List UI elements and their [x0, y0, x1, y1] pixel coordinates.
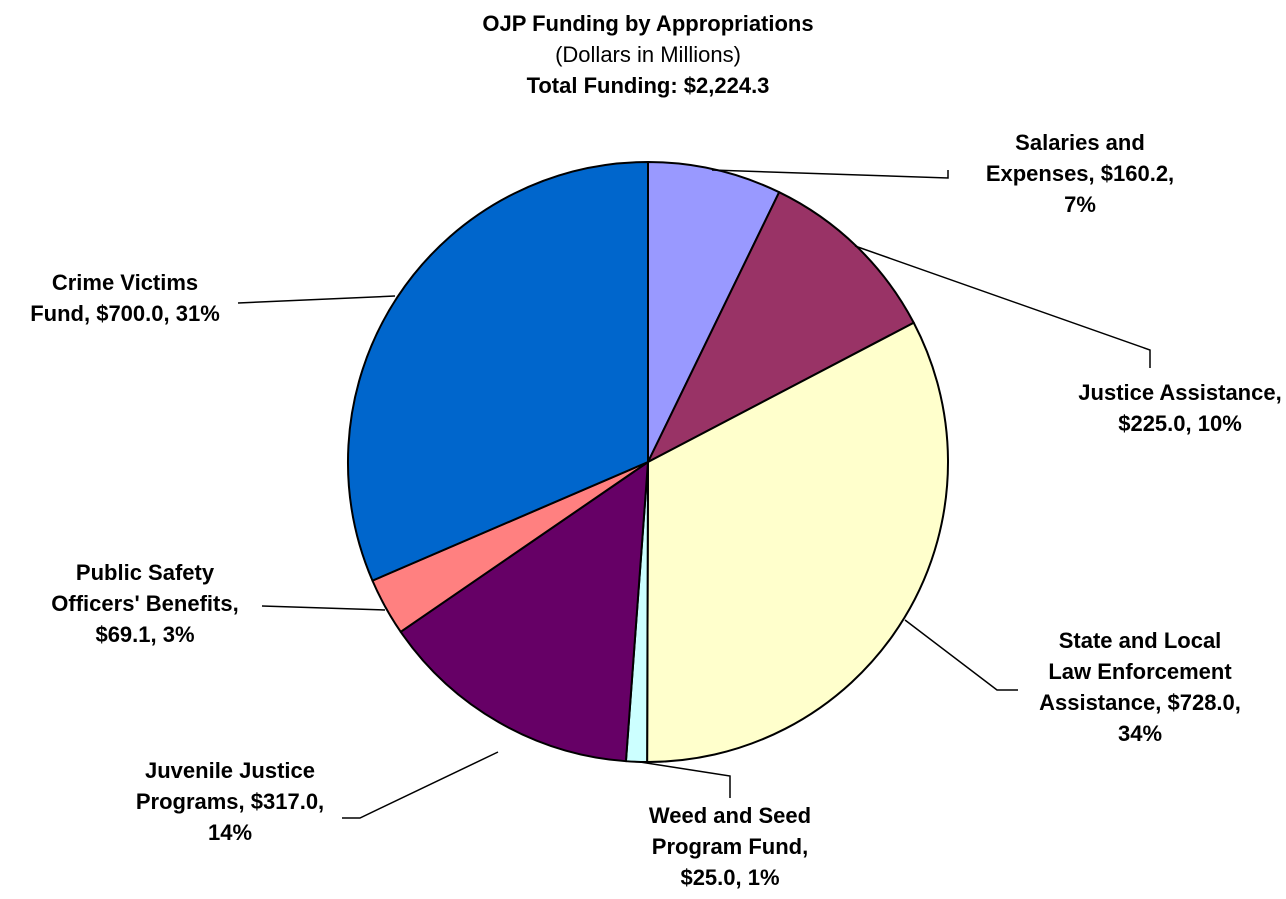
slice-label-line: $69.1, 3% — [95, 622, 194, 647]
pie-slice-state-and-local-law-enforcement-assistance — [646, 321, 950, 764]
slice-label-line: Crime Victims — [52, 270, 198, 295]
slice-label-line: Law Enforcement — [1048, 659, 1232, 684]
pie-slice-crime-victims-fund — [347, 161, 649, 582]
chart-title: OJP Funding by Appropriations — [482, 11, 814, 36]
slice-labels: Salaries and Expenses, $160.2, 7% Justice A… — [30, 130, 1281, 890]
leader-line-juvenile-justice-programs — [342, 751, 499, 819]
slice-label-line: Salaries and — [1015, 130, 1145, 155]
slice-label-line: Expenses, $160.2, — [986, 161, 1174, 186]
leader-line-salaries-and-expenses — [711, 169, 949, 179]
slice-label-line: Programs, $317.0, — [136, 789, 324, 814]
slice-label-line: Juvenile Justice — [145, 758, 315, 783]
slice-label-line: $225.0, 10% — [1118, 411, 1242, 436]
leader-line-public-safety-officers-benefits — [261, 605, 386, 611]
slice-label-public-safety-officers-benefits: Public Safety Officers' Benefits, $69.1, 3… — [51, 560, 238, 647]
slice-label-state-and-local-law-enforcement-assistance: State and Local Law Enforcement Assistance… — [1039, 628, 1241, 746]
leader-lines — [237, 169, 1151, 819]
slice-label-line: Assistance, $728.0, — [1039, 690, 1241, 715]
slice-label-line: Fund, $700.0, 31% — [30, 301, 220, 326]
slice-label-line: Public Safety — [76, 560, 215, 585]
slice-label-line: 7% — [1064, 192, 1096, 217]
slice-label-justice-assistance: Justice Assistance, $225.0, 10% — [1078, 380, 1281, 436]
slice-label-crime-victims-fund: Crime Victims Fund, $700.0, 31% — [30, 270, 220, 326]
leader-line-state-and-local-law-enforcement-assistance — [904, 619, 1018, 691]
slice-label-line: Justice Assistance, — [1078, 380, 1281, 405]
slice-label-line: Program Fund, — [652, 834, 808, 859]
leader-line-weed-and-seed-program-fund — [639, 761, 731, 798]
chart-subtitle: (Dollars in Millions) — [555, 42, 741, 67]
pie-slice-juvenile-justice-programs — [399, 461, 649, 763]
pie-slices — [347, 161, 950, 764]
slice-label-line: $25.0, 1% — [680, 865, 779, 890]
slice-label-line: Officers' Benefits, — [51, 591, 238, 616]
slice-label-salaries-and-expenses: Salaries and Expenses, $160.2, 7% — [986, 130, 1174, 217]
leader-line-justice-assistance — [854, 245, 1151, 368]
slice-label-weed-and-seed-program-fund: Weed and Seed Program Fund, $25.0, 1% — [649, 803, 811, 890]
slice-label-line: 14% — [208, 820, 252, 845]
slice-label-line: Weed and Seed — [649, 803, 811, 828]
chart-title-block: OJP Funding by Appropriations (Dollars i… — [0, 8, 1286, 101]
chart-total-label: Total Funding: $2,224.3 — [526, 73, 770, 98]
slice-label-juvenile-justice-programs: Juvenile Justice Programs, $317.0, 14% — [136, 758, 324, 845]
slice-label-line: 34% — [1118, 721, 1162, 746]
leader-line-crime-victims-fund — [237, 295, 396, 304]
slice-label-line: State and Local — [1059, 628, 1222, 653]
